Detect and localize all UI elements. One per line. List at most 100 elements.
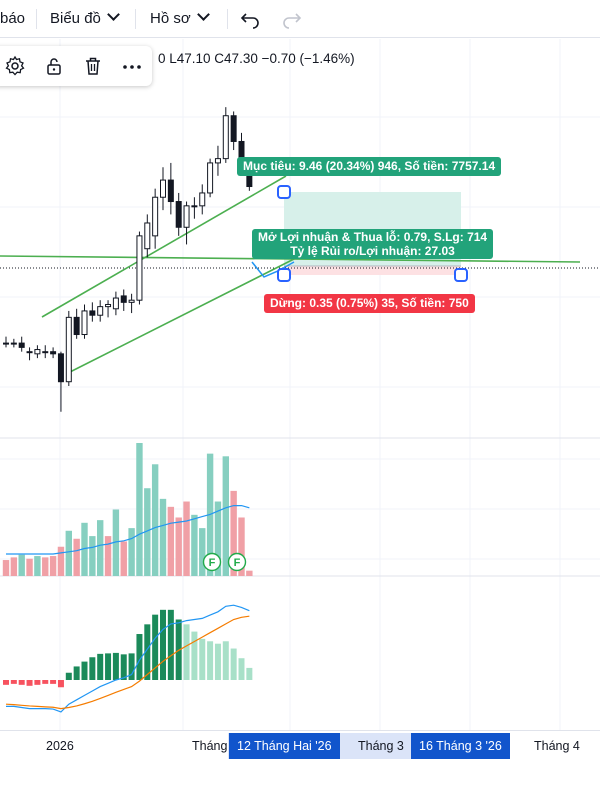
macd-histogram-bar xyxy=(144,624,151,680)
macd-histogram-bar xyxy=(152,614,159,680)
chevron-down-icon xyxy=(196,8,210,21)
candle-body xyxy=(136,235,143,301)
candle-body xyxy=(26,351,33,354)
candle-body xyxy=(73,316,80,336)
profile-menu-button[interactable]: Hồ sơ xyxy=(150,0,210,38)
bottom-panel xyxy=(0,760,600,800)
macd-histogram-bar xyxy=(65,672,72,680)
macd-histogram-bar xyxy=(89,657,96,680)
volume-bar xyxy=(57,546,65,576)
toolbar-divider xyxy=(227,9,228,29)
time-axis-label: Tháng 3 xyxy=(358,739,404,753)
volume-bar xyxy=(49,556,57,576)
macd-histogram-bar xyxy=(199,638,206,680)
volume-bar xyxy=(214,501,222,576)
candle-body xyxy=(214,158,221,164)
volume-bar xyxy=(230,490,237,576)
stop-zone xyxy=(284,266,461,275)
volume-bar xyxy=(246,570,253,576)
volume-ma-line xyxy=(6,505,250,555)
trash-icon[interactable] xyxy=(82,55,104,77)
candle-body xyxy=(81,310,88,336)
volume-bar xyxy=(65,530,72,576)
candle-body xyxy=(152,196,159,237)
macd-histogram-bar xyxy=(207,641,214,680)
volume-bar xyxy=(144,488,151,576)
volume-bar xyxy=(112,509,120,576)
time-axis-label: 2026 xyxy=(46,739,74,753)
ohlc-legend: 0 L47.10 C47.30 −0.70 (−1.46%) xyxy=(158,51,355,66)
candle-body xyxy=(230,115,237,142)
more-icon[interactable] xyxy=(121,55,143,77)
macd-histogram-bar xyxy=(42,680,49,684)
candle-body xyxy=(112,297,119,310)
dividend-badge xyxy=(227,552,247,572)
macd-histogram-bar xyxy=(160,609,166,680)
volume-bar xyxy=(183,501,190,576)
pnl-line: Mở Lợi nhuận & Thua lỗ: 0.79, S.Lg: 714 xyxy=(258,230,488,244)
macd-histogram-bar xyxy=(167,609,174,680)
candle-body xyxy=(89,310,96,316)
redo-icon[interactable] xyxy=(280,8,302,30)
risk-reward-line: Tỷ lệ Rủi ro/Lợi nhuận: 27.03 xyxy=(290,244,455,258)
target-label[interactable]: Mục tiêu: 9.46 (20.34%) 946, Số tiền: 77… xyxy=(237,157,502,176)
candle-body xyxy=(120,295,127,303)
macd-histogram-bar xyxy=(222,641,229,680)
toolbar-partial-label[interactable]: báo xyxy=(0,10,26,27)
macd-histogram-bar xyxy=(246,667,253,680)
candle-body xyxy=(42,351,49,354)
volume-bar xyxy=(238,517,245,576)
range-end-date: 16 Tháng 3 '26 xyxy=(411,733,510,759)
resize-handle xyxy=(277,268,291,282)
macd-histogram-bar xyxy=(73,666,80,680)
volume-bar xyxy=(175,517,182,576)
gear-icon[interactable] xyxy=(4,55,26,77)
macd-histogram-bar xyxy=(214,643,221,680)
lock-icon[interactable] xyxy=(43,55,65,77)
projection-path xyxy=(251,261,295,278)
candle-body xyxy=(10,342,17,345)
macd-line xyxy=(6,604,250,713)
volume-bar xyxy=(10,557,18,576)
drawing-toolbar xyxy=(0,46,152,86)
chevron-down-icon xyxy=(107,8,120,21)
candle-body xyxy=(128,299,135,303)
profile-menu-label: Hồ sơ xyxy=(150,10,191,27)
macd-histogram-bar xyxy=(120,654,127,680)
stop-label[interactable]: Dừng: 0.35 (0.75%) 35, Số tiền: 750 xyxy=(264,294,475,313)
volume-bar xyxy=(42,557,49,576)
resize-handle xyxy=(454,268,468,282)
macd-histogram-bar xyxy=(105,653,112,680)
volume-bar xyxy=(120,541,127,576)
volume-bar xyxy=(26,558,33,576)
candle-body xyxy=(3,342,9,345)
toolbar-divider xyxy=(135,9,136,29)
candle-body xyxy=(144,222,151,250)
dividend-badge xyxy=(202,552,222,572)
trend-channel-lower xyxy=(67,257,297,374)
macd-histogram-bar xyxy=(18,680,25,685)
volume-bar xyxy=(128,528,135,576)
chart-menu-button[interactable]: Biểu đồ xyxy=(50,0,120,38)
candle-body xyxy=(222,115,229,160)
undo-icon[interactable] xyxy=(240,8,262,30)
candle-body xyxy=(34,349,41,355)
time-axis[interactable]: 2026 Tháng 12 Tháng Hai '26 Tháng 3 16 T… xyxy=(0,730,600,760)
macd-histogram-bar xyxy=(57,680,64,688)
candle-body xyxy=(57,353,64,383)
dividend-badge-label: F xyxy=(234,557,241,569)
macd-histogram-bar xyxy=(112,652,119,680)
candle-body xyxy=(183,205,190,228)
pnl-info-box[interactable]: Mở Lợi nhuận & Thua lỗ: 0.79, S.Lg: 714 … xyxy=(252,229,494,259)
dividend-badge-label: F xyxy=(209,557,216,569)
trend-channel-upper xyxy=(41,175,287,318)
volume-bar xyxy=(2,560,10,576)
volume-bar xyxy=(18,554,25,576)
candle-body xyxy=(50,351,57,355)
candle-body xyxy=(207,162,214,194)
range-start-date: 12 Tháng Hai '26 xyxy=(229,733,340,759)
volume-bar xyxy=(159,498,167,576)
resize-handle xyxy=(277,185,291,199)
candle-body xyxy=(199,192,206,207)
